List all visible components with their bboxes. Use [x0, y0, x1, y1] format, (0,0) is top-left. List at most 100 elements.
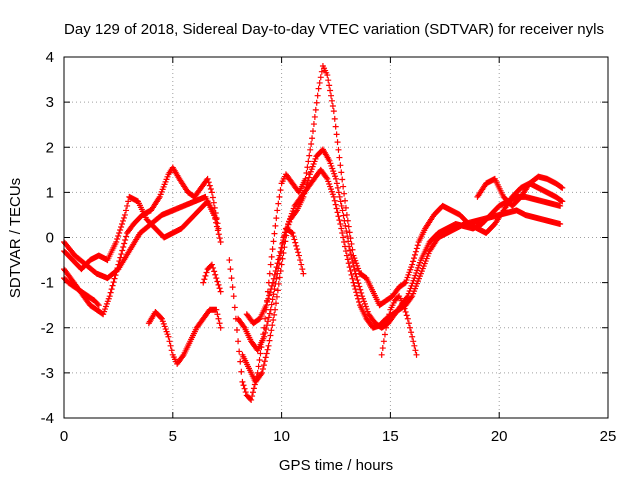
- data-point-marker: [211, 268, 218, 275]
- data-point-marker: [273, 300, 280, 307]
- data-point-marker: [270, 238, 277, 245]
- data-point-marker: [337, 162, 344, 169]
- series-track-g: [226, 63, 566, 403]
- data-point-marker: [558, 184, 565, 191]
- data-point-marker: [280, 237, 287, 244]
- data-point-marker: [333, 180, 340, 187]
- data-point-marker: [107, 289, 114, 296]
- x-tick-label: 25: [600, 428, 617, 445]
- data-point-marker: [343, 228, 350, 235]
- data-point-marker: [273, 264, 280, 271]
- x-tick-label: 5: [169, 428, 177, 445]
- data-point-marker: [279, 240, 286, 247]
- data-point-marker: [355, 280, 362, 287]
- data-point-marker: [349, 258, 356, 265]
- data-point-marker: [352, 286, 359, 293]
- data-point-marker: [276, 193, 283, 200]
- data-point-marker: [258, 371, 265, 378]
- data-point-marker: [328, 97, 335, 104]
- series-track-f: [200, 261, 224, 295]
- data-point-marker: [305, 174, 312, 181]
- data-point-marker: [355, 295, 362, 302]
- data-point-marker: [325, 77, 332, 84]
- data-point-marker: [203, 269, 210, 276]
- data-point-marker: [121, 240, 128, 247]
- y-tick-label: -4: [41, 410, 54, 427]
- data-point-marker: [269, 296, 276, 303]
- data-point-marker: [208, 189, 215, 196]
- y-tick-label: -3: [41, 365, 54, 382]
- data-point-marker: [348, 255, 355, 262]
- data-point-marker: [338, 225, 345, 232]
- data-point-marker: [214, 278, 221, 285]
- data-point-marker: [295, 249, 302, 256]
- data-point-marker: [351, 282, 358, 289]
- data-point-marker: [269, 322, 276, 329]
- data-point-marker: [260, 362, 267, 369]
- data-point-marker: [278, 244, 285, 251]
- data-point-marker: [337, 220, 344, 227]
- data-point-marker: [275, 280, 282, 287]
- data-point-marker: [339, 176, 346, 183]
- y-tick-label: 2: [46, 139, 54, 156]
- data-point-marker: [95, 302, 102, 309]
- data-point-marker: [216, 285, 223, 292]
- data-point-marker: [358, 289, 365, 296]
- data-point-marker: [268, 301, 275, 308]
- data-point-marker: [304, 164, 311, 171]
- data-point-marker: [266, 310, 273, 317]
- data-point-marker: [106, 293, 113, 300]
- data-point-marker: [306, 152, 313, 159]
- data-point-marker: [109, 282, 116, 289]
- data-point-marker: [116, 229, 123, 236]
- data-point-marker: [264, 346, 271, 353]
- data-point-marker: [216, 320, 223, 327]
- x-tick-label: 15: [382, 428, 399, 445]
- data-point-marker: [226, 257, 233, 264]
- data-point-marker: [385, 315, 392, 322]
- data-point-marker: [259, 366, 266, 373]
- data-point-marker: [324, 72, 331, 79]
- data-point-marker: [342, 197, 349, 204]
- data-point-marker: [331, 197, 338, 204]
- data-point-marker: [125, 198, 132, 205]
- data-point-marker: [271, 271, 278, 278]
- data-point-marker: [308, 141, 315, 148]
- data-point-marker: [122, 237, 129, 244]
- data-point-marker: [213, 275, 220, 282]
- data-point-marker: [200, 279, 207, 286]
- data-point-marker: [242, 389, 249, 396]
- data-point-marker: [227, 266, 234, 273]
- x-tick-label: 10: [273, 428, 290, 445]
- data-point-marker: [274, 260, 281, 267]
- data-point-marker: [310, 121, 317, 128]
- data-point-marker: [409, 261, 416, 268]
- data-point-marker: [335, 146, 342, 153]
- data-point-marker: [263, 322, 270, 329]
- data-point-marker: [215, 281, 222, 288]
- data-point-marker: [383, 324, 390, 331]
- data-point-marker: [250, 389, 257, 396]
- data-point-marker: [229, 284, 236, 291]
- data-point-marker: [118, 251, 125, 258]
- data-point-marker: [354, 292, 361, 299]
- data-point-marker: [314, 92, 321, 99]
- data-point-marker: [275, 256, 282, 263]
- x-tick-label: 20: [491, 428, 508, 445]
- data-point-marker: [237, 358, 244, 365]
- data-point-marker: [340, 183, 347, 190]
- data-point-marker: [269, 246, 276, 253]
- data-point-marker: [113, 239, 120, 246]
- data-point-marker: [344, 256, 351, 263]
- data-point-marker: [331, 115, 338, 122]
- data-point-marker: [309, 135, 316, 142]
- data-point-marker: [557, 202, 564, 209]
- data-point-marker: [342, 222, 349, 229]
- data-point-marker: [404, 315, 411, 322]
- data-point-marker: [323, 174, 330, 181]
- data-point-marker: [111, 275, 118, 282]
- data-point-marker: [291, 236, 298, 243]
- data-point-marker: [411, 255, 418, 262]
- data-point-marker: [257, 350, 264, 357]
- data-point-marker: [340, 212, 347, 219]
